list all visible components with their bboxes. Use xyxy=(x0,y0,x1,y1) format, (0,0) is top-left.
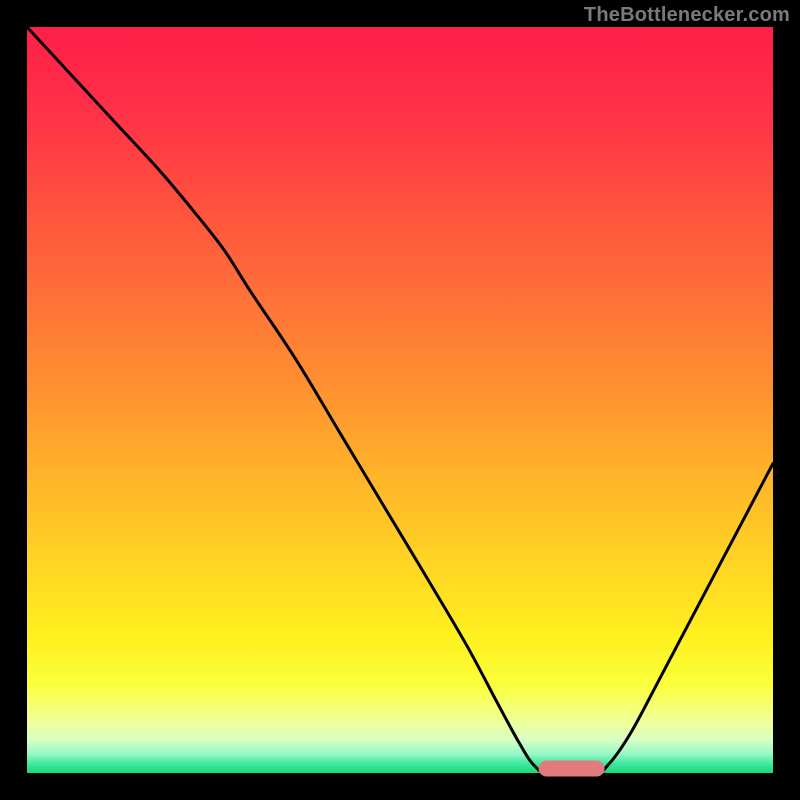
chart-plot-area xyxy=(27,27,773,773)
optimal-range-marker xyxy=(539,761,605,777)
watermark-text: TheBottlenecker.com xyxy=(584,4,790,27)
chart-svg xyxy=(0,0,800,800)
chart-root: TheBottlenecker.com xyxy=(0,0,800,800)
